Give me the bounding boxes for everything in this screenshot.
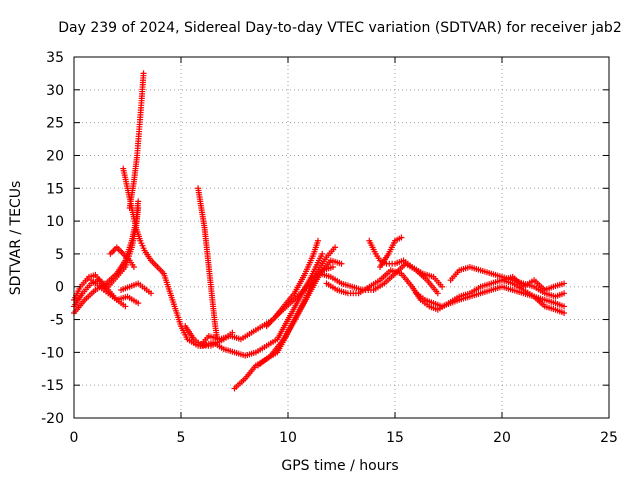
data-point [561, 290, 568, 297]
y-tick-label: -5 [50, 313, 64, 329]
data-point [329, 264, 336, 271]
series-track-21 [499, 273, 568, 294]
y-tick-label: 5 [55, 247, 64, 263]
x-tick-label: 0 [70, 430, 79, 446]
series-track-4 [88, 277, 142, 307]
data-point [561, 303, 568, 310]
data-point [140, 70, 147, 77]
data-points [71, 70, 568, 392]
data-point [130, 264, 137, 271]
x-tick-label: 25 [600, 430, 618, 446]
data-point [561, 309, 568, 316]
data-point [319, 250, 326, 257]
y-tick-label: 0 [55, 280, 64, 296]
series-track-19 [413, 283, 568, 316]
x-tick-label: 10 [279, 430, 297, 446]
y-tick-label: 15 [46, 181, 64, 197]
data-point [398, 234, 405, 241]
plot-frame [73, 56, 610, 419]
data-point [314, 237, 321, 244]
data-point [338, 260, 345, 267]
series-track-8 [126, 70, 147, 211]
y-tick-label: -15 [41, 378, 64, 394]
y-axis-label: SDTVAR / TECUs [8, 181, 24, 296]
series-track-18 [377, 234, 405, 271]
y-tick-label: 25 [46, 116, 64, 132]
series-track-7 [120, 165, 236, 349]
grid [74, 57, 609, 418]
series-track-17 [366, 237, 446, 290]
x-axis-label: GPS time / hours [281, 458, 398, 474]
data-point [135, 300, 142, 307]
series-track-14 [263, 264, 336, 330]
series-track-9 [195, 185, 221, 343]
chart-title: Day 239 of 2024, Sidereal Day-to-day VTE… [58, 20, 621, 36]
data-point [434, 290, 441, 297]
y-tick-label: 35 [46, 50, 64, 66]
axes: 0 5 10 15 20 25 -20 -15 -10 -5 0 5 10 15 20 25 30 35 [41, 50, 618, 446]
y-tick-label: -20 [41, 411, 64, 427]
series-track-5 [107, 244, 137, 271]
y-tick-label: 10 [46, 214, 64, 230]
data-point [148, 290, 155, 297]
y-tick-label: 20 [46, 148, 64, 164]
data-point [122, 303, 129, 310]
x-tick-label: 5 [177, 430, 186, 446]
data-point [561, 280, 568, 287]
x-tick-label: 20 [493, 430, 511, 446]
data-point [332, 244, 339, 251]
y-tick-label: 30 [46, 83, 64, 99]
y-tick-label: -10 [41, 345, 64, 361]
data-point [135, 198, 142, 205]
x-tick-label: 15 [386, 430, 404, 446]
data-point [439, 283, 446, 290]
series-track-6 [118, 280, 155, 297]
